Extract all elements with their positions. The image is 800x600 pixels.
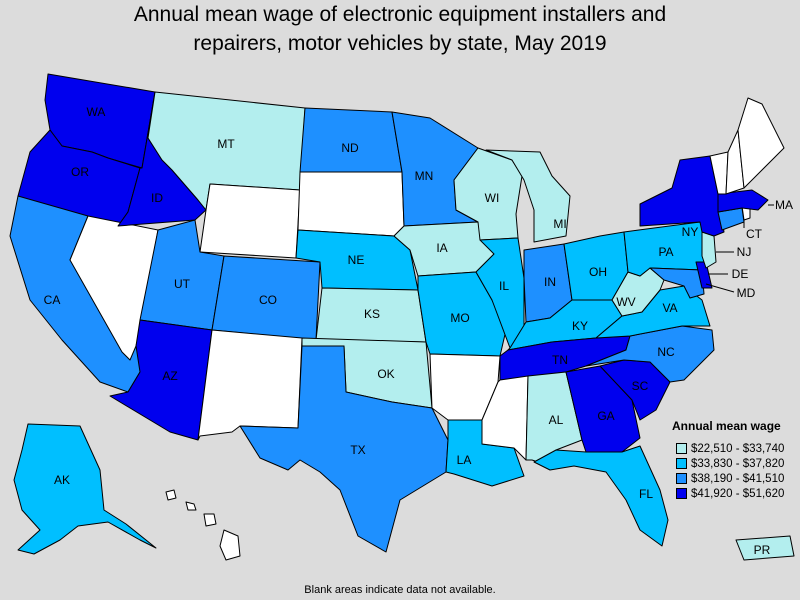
map-title: Annual mean wage of electronic equipment… — [0, 0, 800, 58]
label-wv: WV — [616, 295, 635, 309]
state-labels: WA OR ID MT ND MN WI MI NY MA CT NJ DE M… — [44, 105, 793, 557]
label-nj: NJ — [737, 245, 752, 259]
footer-note: Blank areas indicate data not available. — [304, 584, 496, 596]
state-ak[interactable] — [13, 423, 157, 555]
state-nm[interactable] — [197, 329, 303, 441]
legend-label-4: $41,920 - $51,620 — [691, 487, 785, 500]
label-tx: TX — [350, 443, 365, 457]
label-pr: PR — [754, 543, 771, 557]
legend-title: Annual mean wage — [672, 419, 781, 433]
map-title-line-1: Annual mean wage of electronic equipment… — [133, 3, 667, 26]
state-hi[interactable] — [165, 489, 241, 561]
leader-lines — [705, 204, 774, 293]
label-il: IL — [499, 279, 509, 293]
label-ia: IA — [436, 241, 447, 255]
label-md: MD — [737, 286, 756, 300]
label-mt: MT — [217, 137, 235, 151]
label-wi: WI — [485, 191, 500, 205]
label-ny: NY — [682, 225, 699, 239]
label-nd: ND — [341, 141, 359, 155]
label-ky: KY — [572, 319, 588, 333]
legend-item-1: $22,510 - $33,740 — [672, 441, 798, 456]
label-pa: PA — [658, 245, 673, 259]
state-ma[interactable] — [717, 189, 769, 213]
legend-label-2: $33,830 - $37,820 — [691, 457, 785, 470]
label-la: LA — [457, 453, 472, 467]
label-id: ID — [151, 191, 163, 205]
label-fl: FL — [639, 487, 653, 501]
label-ga: GA — [597, 409, 614, 423]
label-ok: OK — [377, 367, 394, 381]
legend-item-2: $33,830 - $37,820 — [672, 456, 798, 471]
label-ma: MA — [775, 198, 793, 212]
label-ak: AK — [54, 473, 70, 487]
state-wy[interactable] — [199, 183, 301, 259]
state-nd[interactable] — [299, 107, 403, 173]
state-nj[interactable] — [701, 231, 717, 269]
label-oh: OH — [589, 265, 607, 279]
label-or: OR — [71, 165, 89, 179]
label-in: IN — [544, 275, 556, 289]
label-sc: SC — [632, 379, 649, 393]
state-sd[interactable] — [297, 171, 405, 237]
legend-swatch-1 — [676, 443, 687, 454]
label-mi: MI — [553, 217, 566, 231]
map-title-line-2: repairers, motor vehicles by state, May … — [193, 32, 607, 55]
label-tn: TN — [552, 353, 568, 367]
label-ut: UT — [174, 277, 191, 291]
label-de: DE — [732, 267, 749, 281]
state-tx[interactable] — [239, 345, 449, 553]
legend-label-1: $22,510 - $33,740 — [691, 442, 785, 455]
legend-swatch-2 — [676, 458, 687, 469]
label-al: AL — [549, 413, 564, 427]
state-pr[interactable] — [735, 535, 795, 561]
label-co: CO — [259, 293, 277, 307]
state-wi[interactable] — [453, 147, 523, 241]
state-de[interactable] — [695, 261, 713, 289]
label-ne: NE — [348, 253, 365, 267]
state-mi[interactable] — [485, 149, 571, 243]
state-ny[interactable] — [639, 155, 725, 237]
label-va: VA — [662, 301, 677, 315]
label-ct: CT — [746, 227, 763, 241]
label-ks: KS — [364, 307, 380, 321]
label-wa: WA — [87, 105, 106, 119]
label-ca: CA — [44, 293, 61, 307]
legend-swatch-4 — [676, 488, 687, 499]
legend-label-3: $38,190 - $41,510 — [691, 472, 785, 485]
legend-swatch-3 — [676, 473, 687, 484]
state-fl[interactable] — [533, 445, 669, 547]
legend: Annual mean wage $22,510 - $33,740 $33,8… — [672, 419, 798, 501]
state-me[interactable] — [737, 97, 785, 189]
label-nc: NC — [657, 345, 675, 359]
label-mo: MO — [450, 311, 469, 325]
label-mn: MN — [415, 169, 434, 183]
legend-item-4: $41,920 - $51,620 — [672, 486, 798, 501]
legend-item-3: $38,190 - $41,510 — [672, 471, 798, 486]
label-az: AZ — [162, 369, 177, 383]
